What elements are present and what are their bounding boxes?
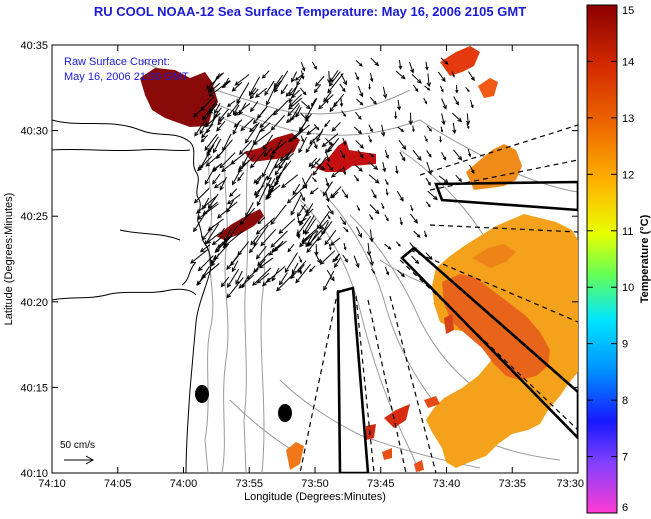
x-tick-label: 73:35	[498, 478, 526, 490]
x-tick-label: 73:30	[556, 478, 584, 490]
colorbar-tick-label: 6	[622, 502, 628, 514]
x-tick-label: 73:50	[301, 478, 329, 490]
x-tick-label: 73:45	[367, 478, 395, 490]
x-tick-label: 73:40	[433, 478, 461, 490]
colorbar-ticks: 15 14 13 12 11 10 9 8 7 6	[587, 4, 634, 514]
colorbar-tick-label: 15	[622, 5, 634, 17]
colorbar-label: Temperature (°C)	[639, 214, 651, 303]
x-tick-label: 74:05	[104, 478, 132, 490]
colorbar-tick-label: 11	[622, 226, 633, 238]
sst-patches	[140, 46, 578, 472]
map-title: RU COOL NOAA-12 Sea Surface Temperature:…	[93, 4, 527, 19]
x-tick-label: 74:00	[170, 478, 198, 490]
scale-arrow	[64, 455, 95, 465]
y-tick-label: 40:15	[20, 382, 48, 394]
y-tick-label: 40:20	[20, 297, 48, 309]
colorbar-tick-label: 10	[622, 282, 634, 294]
x-tick-label: 73:55	[235, 478, 263, 490]
colorbar-tick-label: 12	[622, 169, 634, 181]
colorbar-tick-label: 14	[622, 56, 634, 68]
scale-arrow-label: 50 cm/s	[60, 440, 95, 451]
x-axis-title: Longitude (Degrees:Minutes)	[244, 491, 386, 503]
colorbar-tick-label: 13	[622, 113, 634, 125]
radar-radial-lines	[299, 124, 578, 473]
current-vector-field	[190, 57, 475, 299]
x-axis: 74:10 74:05 74:00 73:55 73:50 73:45 73:40 73:35…	[38, 45, 584, 490]
buoy-marker	[195, 385, 209, 403]
map-layers	[52, 46, 578, 473]
y-tick-label: 40:30	[20, 126, 48, 138]
y-tick-label: 40:25	[20, 211, 48, 223]
x-tick-label: 74:10	[38, 478, 66, 490]
legend-current-date: May 16, 2006 21:00 GMT	[64, 71, 189, 83]
colorbar-tick-label: 8	[622, 395, 628, 407]
buoy-marker	[278, 404, 292, 422]
y-tick-label: 40:35	[20, 40, 48, 52]
legend-current-label: Raw Surface Current:	[64, 56, 170, 68]
colorbar-tick-label: 7	[622, 452, 628, 464]
transect-boxes	[336, 180, 578, 473]
y-tick-label: 40:10	[20, 468, 48, 480]
colorbar	[586, 4, 618, 514]
coastline	[52, 119, 212, 473]
y-axis: 40:35 40:30 40:25 40:20 40:15 40:10	[20, 40, 578, 480]
colorbar-tick-label: 9	[622, 339, 628, 351]
y-axis-title: Latitude (Degrees:Minutes)	[3, 193, 15, 326]
